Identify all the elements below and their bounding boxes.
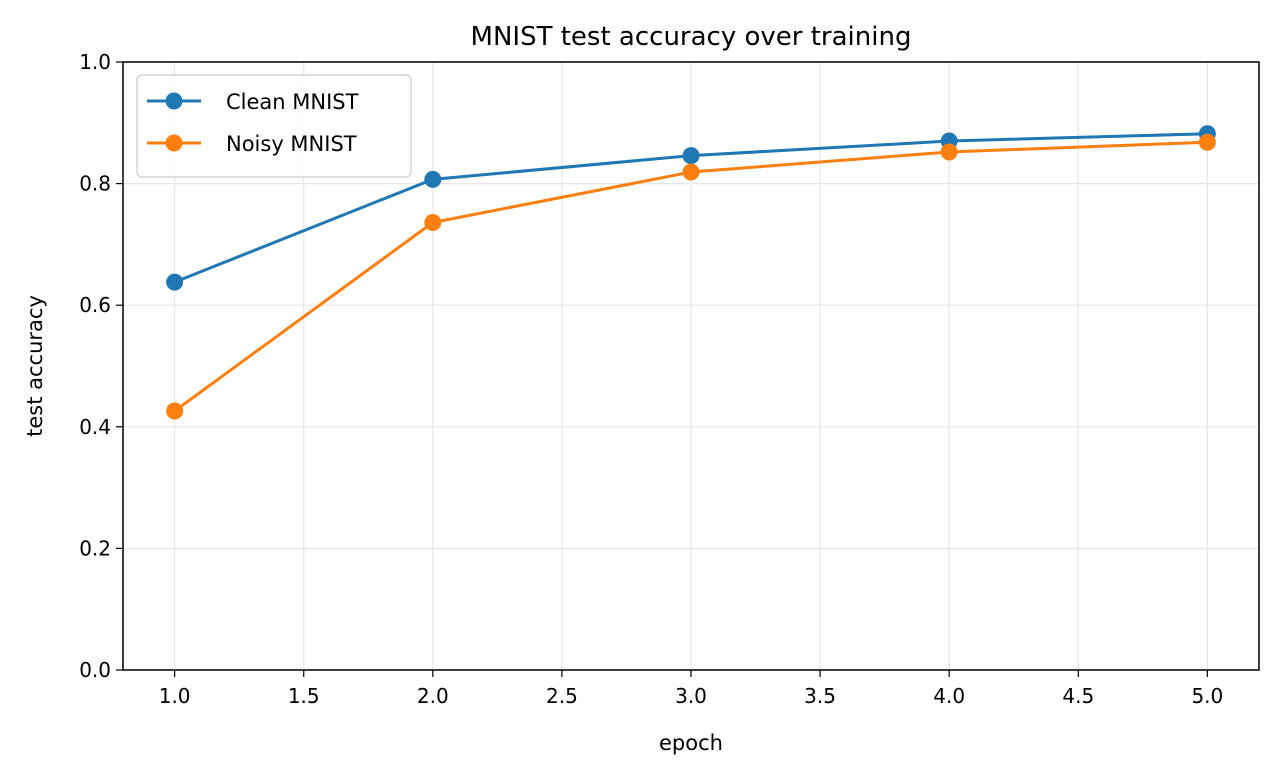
data-point <box>1198 133 1216 151</box>
x-tick-label: 3.5 <box>804 684 836 708</box>
data-point <box>682 147 700 165</box>
data-point <box>166 273 184 291</box>
legend: Clean MNIST Noisy MNIST <box>136 74 412 178</box>
y-tick-label: 0.4 <box>79 415 111 439</box>
x-axis-ticks: 1.0 1.5 2.0 2.5 3.0 3.5 4.0 4.5 5.0 <box>159 670 1223 708</box>
data-point <box>940 143 958 161</box>
x-tick-label: 2.5 <box>546 684 578 708</box>
x-tick-label: 4.5 <box>1062 684 1094 708</box>
data-point <box>166 402 184 420</box>
x-tick-label: 1.0 <box>159 684 191 708</box>
y-tick-label: 0.8 <box>79 172 111 196</box>
x-axis-label: epoch <box>659 731 723 755</box>
x-tick-label: 1.5 <box>288 684 320 708</box>
y-tick-label: 0.2 <box>79 536 111 560</box>
legend-box <box>136 74 412 178</box>
x-tick-label: 4.0 <box>933 684 965 708</box>
legend-label: Noisy MNIST <box>226 132 357 156</box>
y-tick-label: 0.6 <box>79 293 111 317</box>
x-tick-label: 2.0 <box>417 684 449 708</box>
data-point <box>682 163 700 181</box>
plot-series <box>166 125 1216 420</box>
y-tick-label: 1.0 <box>79 50 111 74</box>
y-tick-label: 0.0 <box>79 658 111 682</box>
legend-label: Clean MNIST <box>226 90 359 114</box>
y-axis-label: test accuracy <box>23 295 47 437</box>
data-point <box>424 170 442 188</box>
y-axis-ticks: 0.0 0.2 0.4 0.6 0.8 1.0 <box>79 50 123 682</box>
x-tick-label: 5.0 <box>1191 684 1223 708</box>
chart-title: MNIST test accuracy over training <box>471 22 912 52</box>
data-point <box>424 214 442 232</box>
x-tick-label: 3.0 <box>675 684 707 708</box>
legend-marker <box>165 92 183 110</box>
legend-marker <box>165 134 183 152</box>
